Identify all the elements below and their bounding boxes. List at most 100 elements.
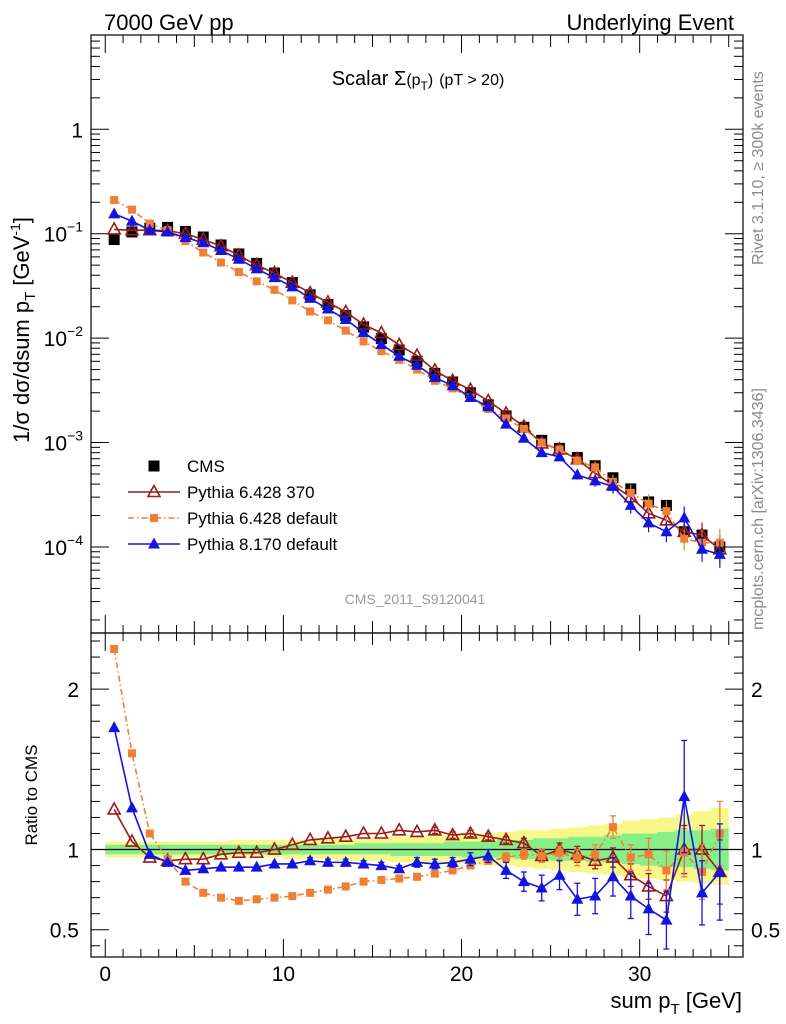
ratio-point	[288, 892, 297, 901]
x-tick-label: 30	[628, 963, 651, 986]
ratio-point	[642, 902, 655, 914]
ratio-point	[480, 828, 496, 843]
legend-entry: Pythia 8.170 default	[128, 535, 338, 554]
data-point	[374, 324, 389, 339]
ratio-point	[286, 857, 299, 869]
ratio-y-tick-label: 2	[67, 679, 79, 702]
ratio-point	[428, 857, 441, 869]
data-point	[179, 230, 192, 242]
data-point	[678, 511, 691, 523]
ratio-point	[125, 801, 138, 813]
data-point	[589, 474, 602, 486]
data-point	[250, 262, 263, 274]
ratio-point	[110, 645, 119, 654]
ratio-point	[268, 857, 281, 869]
data-point	[642, 516, 655, 528]
ratio-point	[106, 801, 122, 815]
data-point	[713, 547, 726, 559]
ratio-point	[537, 851, 546, 860]
data-point	[662, 507, 671, 516]
ratio-point	[357, 857, 370, 869]
ratio-point	[213, 846, 229, 860]
ratio-point	[375, 859, 388, 871]
ratio-point	[427, 822, 443, 836]
ratio-point	[391, 822, 407, 836]
data-point	[108, 207, 121, 219]
ratio-series-pythia-8-170-default	[108, 721, 726, 950]
y-tick-label: 10−2	[44, 323, 84, 351]
ratio-point	[127, 749, 136, 758]
ratio-point	[143, 847, 156, 859]
y-tick-label: 1	[71, 119, 83, 142]
legend-label: CMS	[187, 457, 225, 476]
data-point	[286, 280, 299, 292]
data-point	[161, 225, 174, 237]
ratio-point	[306, 888, 315, 897]
ratio-y-tick-label-right: 0.5	[751, 920, 780, 943]
ratio-point	[535, 881, 548, 893]
data-point	[411, 358, 423, 370]
ratio-point	[393, 862, 406, 874]
x-axis-label: sum pT [GeV]	[611, 988, 742, 1018]
ratio-point	[445, 826, 460, 841]
ratio-point	[267, 841, 282, 855]
ratio-point	[519, 850, 528, 859]
data-point	[288, 296, 297, 305]
ratio-point	[606, 870, 619, 882]
data-point	[341, 326, 350, 335]
data-point	[306, 307, 315, 316]
data-point	[391, 336, 407, 351]
top-panel: 1 10−1 10−2 10−3 10−4	[44, 34, 744, 634]
data-point	[304, 291, 317, 303]
ratio-line	[113, 648, 721, 902]
ratio-point	[215, 860, 228, 872]
ratio-y-tick-label-right: 1	[751, 840, 763, 863]
data-point	[268, 271, 281, 283]
legend-entry: Pythia 6.428 default	[128, 509, 338, 528]
data-point	[644, 499, 653, 508]
y-tick-label: 10−4	[44, 532, 84, 560]
series-pythia-8-170-default	[108, 207, 726, 568]
data-point	[535, 446, 548, 458]
data-point	[127, 205, 136, 214]
header-right: Underlying Event	[566, 10, 734, 35]
data-point	[537, 438, 546, 447]
ratio-point	[660, 913, 673, 925]
legend-marker	[148, 537, 160, 549]
ratio-point	[409, 823, 425, 838]
x-tick-label: 20	[450, 963, 473, 986]
data-point	[393, 349, 406, 361]
data-point	[357, 326, 370, 338]
ratio-point	[696, 886, 709, 898]
mcplots-label: mcplots.cern.ch [arXiv:1306.3436]	[750, 388, 767, 630]
ratio-point	[662, 866, 671, 875]
data-point	[199, 248, 208, 257]
ratio-point	[498, 831, 514, 846]
ratio-point	[232, 860, 245, 872]
legend-label: Pythia 6.428 default	[187, 509, 338, 528]
ratio-point	[413, 872, 421, 881]
data-point	[428, 370, 441, 382]
ratio-point	[359, 877, 368, 886]
ratio-point	[270, 893, 279, 902]
data-point	[573, 456, 582, 465]
ratio-point	[517, 875, 530, 887]
ratio-point	[302, 831, 318, 846]
ratio-point	[571, 892, 584, 904]
data-point	[464, 391, 477, 403]
data-point	[359, 337, 368, 346]
ratio-point	[587, 852, 603, 867]
ratio-point	[591, 850, 600, 859]
legend-entry: Pythia 6.428 370	[128, 483, 315, 502]
data-point	[377, 347, 386, 356]
data-point	[519, 424, 528, 433]
plot-title: Scalar Σ(pT) (pT > 20)	[332, 68, 505, 93]
data-point	[517, 431, 530, 443]
data-point	[680, 534, 689, 543]
ratio-point	[341, 882, 350, 891]
ratio-point	[304, 854, 317, 866]
data-point	[232, 252, 245, 264]
ratio-point	[178, 850, 193, 865]
top-y-axis-label: 1/σ dσ/dsum pT[GeV-1]	[7, 217, 39, 443]
